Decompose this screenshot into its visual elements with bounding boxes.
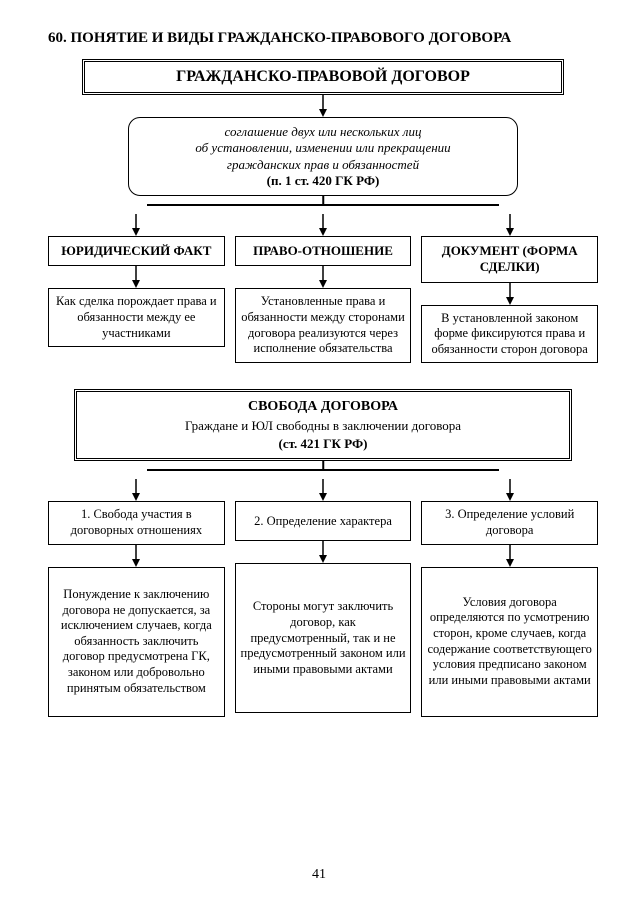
arrow-down-icon — [421, 214, 598, 236]
definition-line1: соглашение двух или нескольких лиц — [137, 124, 509, 140]
aspects-head-row: ЮРИДИЧЕСКИЙ ФАКТ Как сделка порождает пр… — [48, 214, 598, 363]
connector-def-to-aspects — [48, 196, 598, 214]
title-box: ГРАЖДАНСКО-ПРАВОВОЙ ДОГОВОР — [82, 59, 564, 95]
page-number: 41 — [0, 867, 638, 883]
svoboda-ref: (ст. 421 ГК РФ) — [81, 435, 565, 453]
section-heading: 60. ПОНЯТИЕ И ВИДЫ ГРАЖДАНСКО-ПРАВОВОГО … — [48, 30, 598, 47]
spacer — [48, 363, 598, 389]
aspect-body-2: В установленной законом форме фиксируютс… — [421, 305, 598, 364]
arrow-down-icon — [235, 266, 412, 288]
arrow-down-icon — [48, 266, 225, 288]
definition-ref: (п. 1 ст. 420 ГК РФ) — [137, 173, 509, 189]
svoboda-item-body-0: Понуждение к заключению договора не допу… — [48, 567, 225, 717]
definition-line2: об установлении, изменении или прекращен… — [137, 140, 509, 156]
svoboda-items-row: 1. Свобода участия в договорных отношени… — [48, 479, 598, 716]
arrow-down-icon — [235, 479, 412, 501]
arrow-title-to-def — [48, 95, 598, 117]
arrow-down-icon — [235, 214, 412, 236]
aspect-col-0: ЮРИДИЧЕСКИЙ ФАКТ Как сделка порождает пр… — [48, 214, 225, 363]
svoboda-item-head-2: 3. Определение условий договора — [421, 501, 598, 544]
svoboda-col-0: 1. Свобода участия в договорных отношени… — [48, 479, 225, 716]
svoboda-item-body-2: Условия договора определяются по усмотре… — [421, 567, 598, 717]
aspect-col-1: ПРАВО-ОТНОШЕНИЕ Установленные права и об… — [235, 214, 412, 363]
svoboda-item-head-1: 2. Определение характера — [235, 501, 412, 541]
arrow-down-icon — [421, 545, 598, 567]
aspect-body-1: Установленные права и обязанности между … — [235, 288, 412, 363]
svoboda-item-body-1: Стороны могут заключить договор, как пре… — [235, 563, 412, 713]
arrow-down-icon — [48, 214, 225, 236]
arrow-down-icon — [235, 541, 412, 563]
aspect-head-1: ПРАВО-ОТНОШЕНИЕ — [235, 236, 412, 266]
aspect-head-2: ДОКУМЕНТ (ФОРМА СДЕЛКИ) — [421, 236, 598, 283]
arrow-down-icon — [48, 545, 225, 567]
svoboda-title: СВОБОДА ДОГОВОРА — [81, 398, 565, 417]
arrow-down-icon — [421, 479, 598, 501]
svoboda-col-1: 2. Определение характера Стороны могут з… — [235, 479, 412, 716]
connector-svoboda-to-items — [48, 461, 598, 479]
aspect-head-0: ЮРИДИЧЕСКИЙ ФАКТ — [48, 236, 225, 266]
aspect-body-0: Как сделка порождает права и обязанности… — [48, 288, 225, 347]
svoboda-item-head-0: 1. Свобода участия в договорных отношени… — [48, 501, 225, 544]
definition-box: соглашение двух или нескольких лиц об ус… — [128, 117, 518, 196]
aspect-col-2: ДОКУМЕНТ (ФОРМА СДЕЛКИ) В установленной … — [421, 214, 598, 363]
svoboda-col-2: 3. Определение условий договора Условия … — [421, 479, 598, 716]
svoboda-title-box: СВОБОДА ДОГОВОРА Граждане и ЮЛ свободны … — [74, 389, 572, 461]
definition-line3: гражданских прав и обязанностей — [137, 157, 509, 173]
arrow-down-icon — [421, 283, 598, 305]
svoboda-sub: Граждане и ЮЛ свободны в заключении дого… — [81, 417, 565, 435]
arrow-down-icon — [48, 479, 225, 501]
page: 60. ПОНЯТИЕ И ВИДЫ ГРАЖДАНСКО-ПРАВОВОГО … — [0, 0, 638, 903]
